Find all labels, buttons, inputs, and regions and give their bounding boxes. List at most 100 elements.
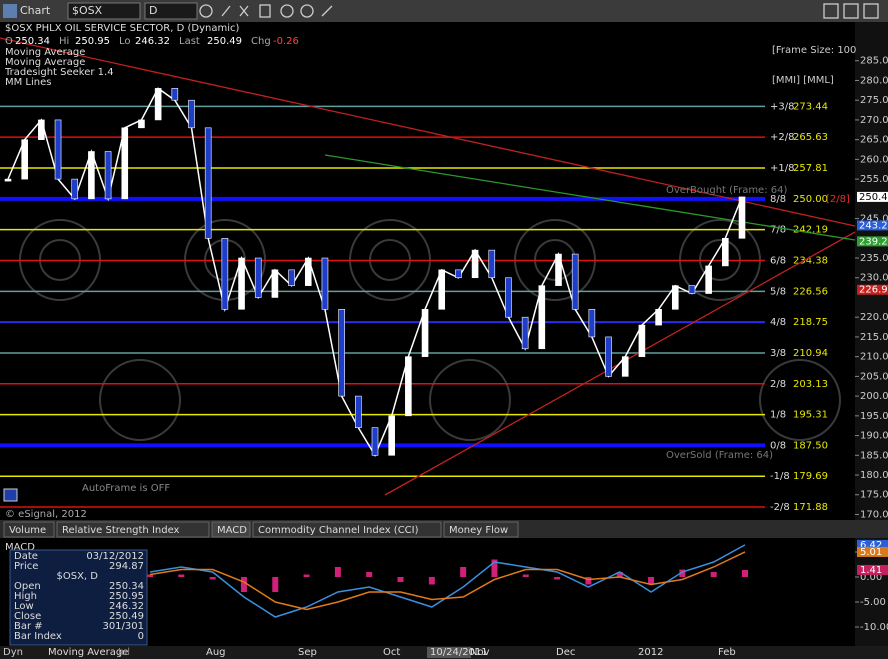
symbol-text: $OSX [72,4,103,17]
macd-histogram-bar [648,577,655,585]
y-tick-label: 170.00 [860,509,888,520]
y-tick-label: 280.00 [860,75,888,86]
tab-label: Commodity Channel Index (CCI) [258,525,419,536]
mm-level-value: 210.94 [793,348,828,359]
macd-histogram-bar [491,559,498,577]
app-icon [3,4,17,18]
status-left: Dyn [3,647,23,658]
frame-size: [Frame Size: 100 [772,45,856,56]
candle [571,253,579,310]
macd-histogram-bar [366,572,373,577]
mm-level-name: 0/8 [770,440,786,451]
macd-histogram-bar [209,577,216,580]
candle [288,269,295,286]
macd-histogram-bar [240,577,247,592]
mm-level-name: 7/8 [770,225,786,236]
mm-level-name: -2/8 [770,502,790,513]
y-tick-label: 220.00 [860,312,888,323]
candle [154,88,162,121]
tab-label: Relative Strength Index [62,525,180,536]
mm-level-name: 3/8 [770,348,786,359]
price-tag-label: 226.96 [859,285,888,296]
mm-level-value: 171.88 [793,502,828,513]
macd-histogram-bar [397,577,404,582]
y-tick-label: 245.00 [860,214,888,225]
candle [671,285,679,310]
candle [254,257,262,298]
tab[interactable] [252,521,442,538]
x-tick-label: Dec [556,647,575,658]
data-window-value: 250.95 [109,591,144,602]
minimize-button[interactable] [823,3,839,19]
candle [88,151,95,200]
mm-level-name: +3/8 [770,101,794,112]
p-button[interactable] [3,488,18,502]
mm-level-value: 195.31 [793,410,828,421]
data-window-key: Price [14,561,38,572]
tool-button[interactable] [199,4,213,18]
tool-button[interactable] [300,4,314,18]
macd-y-tick-label: -5.00 [860,597,886,608]
mm-level-marker: [2/8] [826,194,850,205]
tool-button[interactable] [280,4,294,18]
data-window-caption: $OSX, D [57,571,99,582]
candle [555,253,562,286]
mm-level-value: 265.63 [793,132,828,143]
candle [204,127,212,239]
data-window-key: Low [14,601,34,612]
close-button[interactable] [863,3,879,19]
candle [521,316,529,350]
price-axis [855,22,888,520]
study-name: Moving Average [5,57,85,68]
mm-level-name: 6/8 [770,255,786,266]
maximize-button[interactable] [843,3,859,19]
candle [538,285,546,350]
toolbar-icons [199,3,879,19]
quote-label: Lo [119,36,131,47]
candle [471,249,479,279]
autoframe-label: AutoFrame is OFF [82,483,170,494]
study-name: Moving Average [5,47,85,58]
candle [304,257,312,286]
macd-histogram-bar [554,577,561,580]
symbol-input[interactable] [67,2,141,20]
tab[interactable] [3,521,55,538]
tab[interactable] [211,521,251,538]
y-tick-label: 270.00 [860,115,888,126]
tab[interactable] [443,521,519,538]
window-title: Chart [20,4,51,17]
quote-line: O 250.34 Hi 250.95 Lo 246.32 Last 250.49 Chg -0.2… [5,36,299,47]
macd-histogram-bar [334,567,341,577]
circle [429,359,511,441]
mm-level-value: 273.44 [793,101,828,112]
oversold-label: OverSold (Frame: 64) [666,450,773,461]
macd-tag [857,564,888,575]
candle [321,257,329,310]
moving-average [324,154,856,241]
quote-value: 250.34 [15,36,50,47]
y-tick-label: 235.00 [860,253,888,264]
quote-value: 250.49 [207,36,242,47]
mm-level-value: 242.19 [793,225,828,236]
y-tick-label: 255.00 [860,174,888,185]
interval-input[interactable] [144,2,198,20]
study-name: Tradesight Seeker 1.4 [4,67,114,78]
tool-button[interactable] [221,5,231,17]
tool-button[interactable] [259,4,271,18]
candle [221,237,229,310]
mm-level-name: 8/8 [770,194,786,205]
price-tag [857,220,888,231]
y-tick-label: 230.00 [860,273,888,284]
x-tick-label: Oct [383,647,400,658]
macd-tag-label: 5.01 [860,547,882,558]
toolbar [0,0,888,22]
data-window-key: Bar Index [14,631,62,642]
candle [588,309,596,338]
mm-level-name: 1/8 [770,410,786,421]
tool-button[interactable] [321,5,333,17]
tab[interactable] [56,521,210,538]
mm-level-value: 203.13 [793,379,828,390]
macd-line [149,544,746,618]
tool-button[interactable] [239,5,249,17]
y-tick-label: 205.00 [860,371,888,382]
